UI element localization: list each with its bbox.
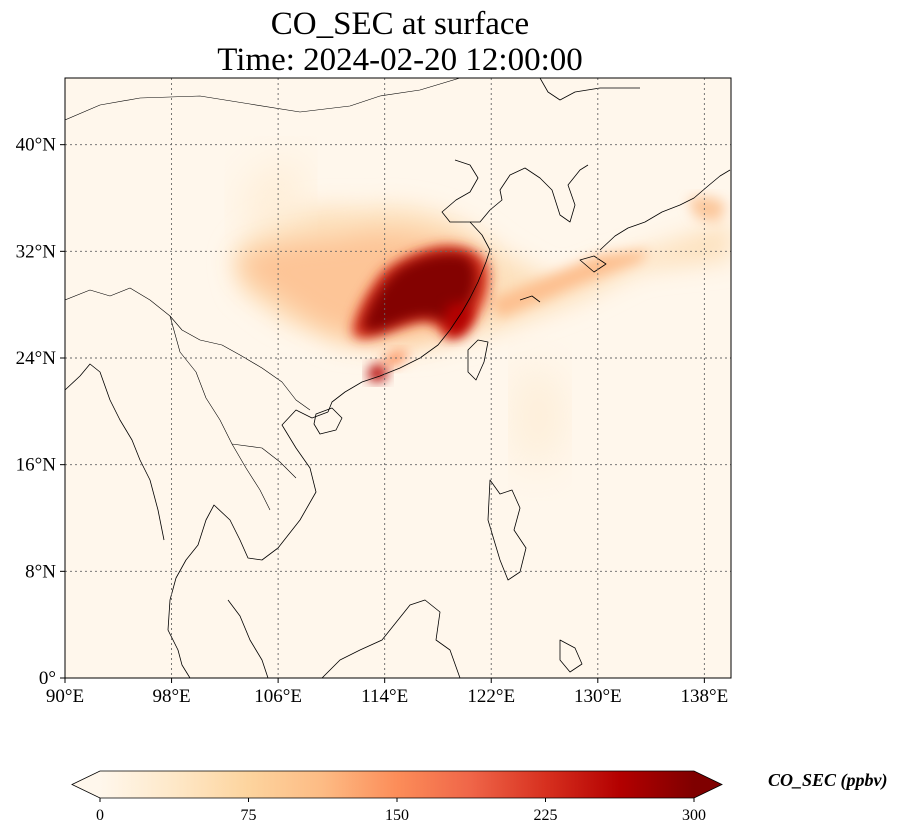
plume-north	[242, 159, 300, 235]
colorbar-body	[100, 771, 694, 798]
coast-indochina	[167, 409, 329, 678]
plume-pearl-river	[368, 363, 388, 382]
latitude-axis: 0° 8°N 16°N 24°N 32°N 40°N	[16, 135, 65, 689]
plume-japan	[688, 196, 726, 222]
colorbar-label: CO_SEC (ppbv)	[768, 770, 888, 790]
lat-tick-label: 32°N	[16, 241, 57, 262]
lat-tick-label: 8°N	[25, 561, 56, 582]
lon-tick-label: 90°E	[46, 686, 84, 707]
map-title: CO_SEC at surface	[270, 6, 530, 42]
colorbar-tick-label: 150	[385, 807, 409, 824]
lat-tick-label: 0°	[39, 668, 56, 689]
border-china-south	[65, 287, 311, 411]
plume-east-band	[490, 250, 650, 318]
border-myanmar-thailand	[169, 315, 271, 511]
coast-japan	[599, 169, 731, 251]
concentration-field	[232, 159, 731, 470]
coast-russia	[539, 78, 640, 101]
colorbar-min-extend	[72, 771, 100, 798]
lon-tick-label: 98°E	[152, 686, 190, 707]
gridlines	[65, 78, 731, 678]
map-frame	[64, 77, 732, 679]
coast-borneo	[321, 599, 461, 678]
lon-tick-label: 130°E	[574, 686, 622, 707]
coastlines	[65, 78, 731, 678]
lat-tick-label: 16°N	[16, 455, 57, 476]
map-time-subtitle: Time: 2024-02-20 12:00:00	[217, 42, 583, 78]
colorbar-tick-label: 225	[534, 807, 558, 824]
coast-hainan	[313, 407, 343, 435]
coast-bohai-korea	[441, 159, 589, 223]
coast-malay	[227, 599, 269, 678]
border-laos-cambodia	[231, 443, 297, 479]
coast-philippines	[487, 479, 527, 581]
coast-ryukyu	[519, 295, 541, 303]
lon-tick-label: 114°E	[361, 686, 408, 707]
coast-china-east	[327, 221, 491, 413]
colorbar-tick-label: 75	[241, 807, 257, 824]
plume-ocean	[520, 367, 560, 470]
map-background	[65, 78, 731, 678]
border-mongolia	[65, 78, 461, 121]
lat-tick-label: 40°N	[16, 135, 57, 156]
longitude-axis: 90°E 98°E 106°E 114°E 122°E 130°E 138°E	[46, 678, 728, 707]
lat-tick-label: 24°N	[16, 348, 57, 369]
plume-south-fringe	[380, 350, 410, 368]
coast-taiwan	[467, 339, 489, 381]
lon-tick-label: 122°E	[467, 686, 515, 707]
lon-tick-label: 138°E	[681, 686, 729, 707]
colorbar: 0 75 150 225 300	[71, 770, 723, 824]
coast-bay-of-bengal	[65, 363, 165, 541]
coast-kyushu	[579, 255, 607, 273]
colorbar-tick-label: 0	[96, 807, 104, 824]
colorbar-max-extend	[694, 771, 722, 798]
colorbar-tick-label: 300	[682, 807, 706, 824]
coast-mindanao	[559, 639, 583, 673]
lon-tick-label: 106°E	[254, 686, 302, 707]
colorbar-ticks: 0 75 150 225 300	[96, 798, 706, 824]
